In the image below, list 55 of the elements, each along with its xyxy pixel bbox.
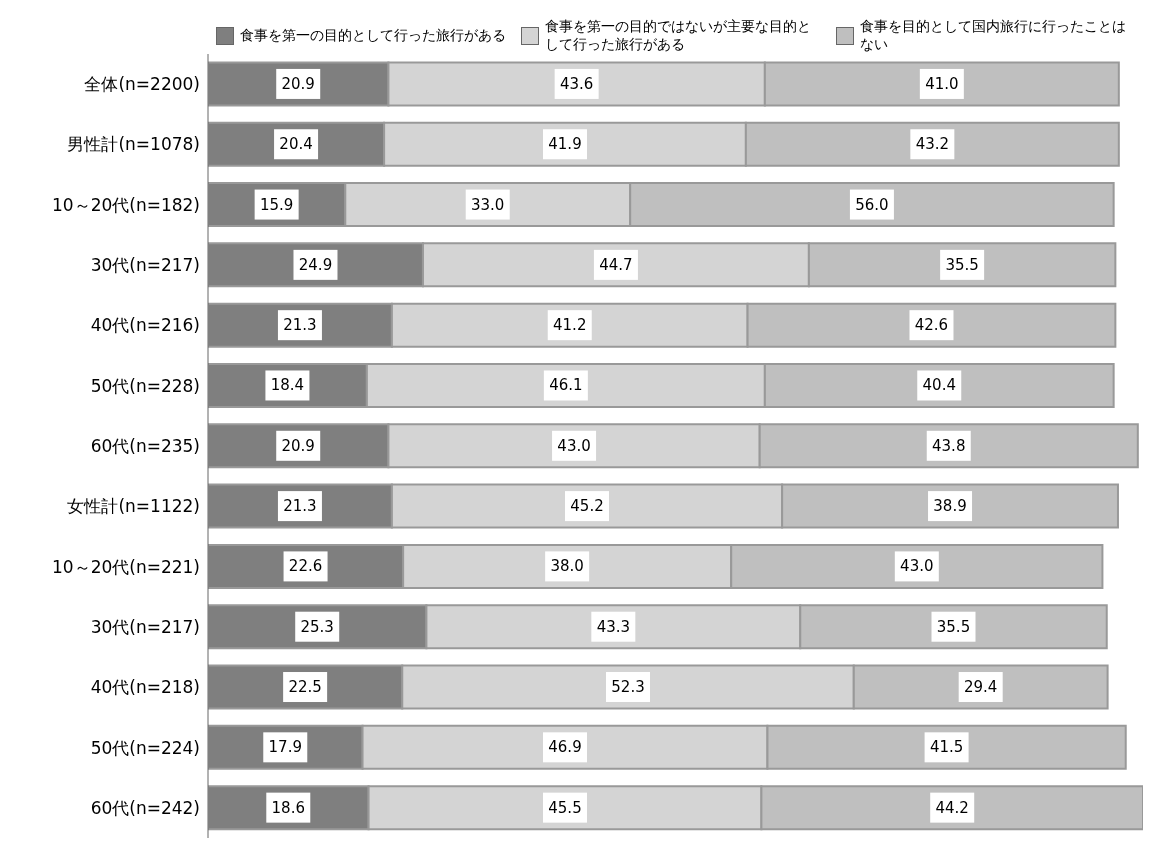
data-label: 43.3	[596, 617, 631, 636]
data-label: 56.0	[855, 195, 889, 214]
data-label: 38.9	[933, 497, 967, 516]
y-tick-label: 60代(n=235)	[90, 436, 200, 457]
data-label: 38.0	[550, 557, 584, 576]
y-tick-label: 30代(n=217)	[90, 255, 200, 276]
data-label: 43.2	[915, 135, 950, 154]
data-label: 20.4	[279, 135, 313, 154]
data-label: 42.6	[914, 316, 949, 335]
legend-label: 食事を第一の目的ではないが主要な目的として行った旅行がある	[544, 18, 812, 54]
data-label: 41.0	[925, 74, 959, 93]
y-tick-label: 全体(n=2200)	[84, 74, 200, 95]
data-label: 20.9	[281, 74, 315, 93]
y-tick-label: 40代(n=216)	[90, 315, 200, 336]
data-label: 25.3	[300, 617, 334, 636]
y-tick-label: 10～20代(n=182)	[52, 194, 200, 215]
y-tick-label: 50代(n=224)	[90, 737, 200, 758]
data-label: 20.9	[281, 436, 315, 455]
data-label: 15.9	[259, 195, 294, 214]
legend-label: 食事を第一の目的として行った旅行がある	[239, 27, 506, 45]
data-label: 45.2	[570, 497, 604, 516]
data-label: 29.4	[963, 678, 998, 697]
data-label: 41.5	[929, 738, 964, 757]
data-label: 35.5	[945, 255, 979, 274]
legend-label: 食事を目的として国内旅行に行ったことはない	[859, 18, 1127, 54]
y-tick-label: 50代(n=228)	[90, 375, 200, 396]
data-label: 18.6	[271, 798, 305, 817]
data-label: 52.3	[611, 678, 645, 697]
y-tick-label: 女性計(n=1122)	[67, 496, 200, 517]
y-tick-label: 30代(n=217)	[90, 616, 200, 637]
data-label: 46.9	[548, 738, 582, 757]
data-label: 44.7	[599, 255, 633, 274]
data-label: 44.2	[935, 798, 969, 817]
data-label: 35.5	[936, 617, 971, 636]
data-label: 18.4	[270, 376, 305, 395]
data-label: 43.0	[557, 436, 591, 455]
y-tick-label: 男性計(n=1078)	[67, 134, 200, 155]
data-label: 22.6	[288, 557, 323, 576]
data-label: 45.5	[548, 798, 582, 817]
data-label: 24.9	[298, 255, 333, 274]
data-label: 40.4	[922, 376, 956, 395]
y-tick-label: 60代(n=242)	[90, 797, 200, 818]
data-label: 41.9	[548, 135, 582, 154]
data-label: 17.9	[268, 738, 302, 757]
data-label: 21.3	[283, 316, 317, 335]
data-label: 22.5	[288, 678, 322, 697]
data-label: 21.3	[283, 497, 317, 516]
data-label: 33.0	[471, 195, 505, 214]
data-label: 43.0	[900, 557, 934, 576]
data-label: 41.2	[553, 316, 587, 335]
data-label: 43.8	[932, 436, 966, 455]
y-tick-label: 10～20代(n=221)	[52, 556, 200, 577]
data-label: 46.1	[549, 376, 583, 395]
data-label: 43.6	[559, 74, 594, 93]
y-tick-label: 40代(n=218)	[90, 677, 200, 698]
